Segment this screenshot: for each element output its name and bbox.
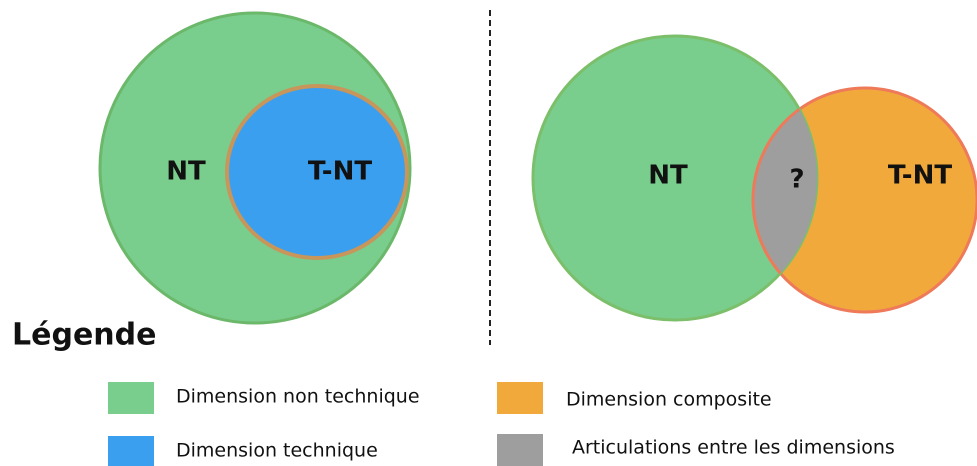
legend-label: Dimension non technique [176, 386, 420, 408]
legend-title: Légende [12, 318, 156, 353]
inner-label: T-NT [308, 157, 372, 187]
legend-label: Dimension technique [176, 440, 378, 462]
legend-label: Dimension composite [566, 389, 772, 411]
legend-swatch [108, 436, 154, 466]
left-label: NT [648, 161, 688, 191]
overlap-label: ? [789, 165, 804, 195]
inner-circle [225, 84, 409, 260]
outer-label: NT [166, 157, 206, 187]
legend-swatch [497, 434, 543, 466]
legend-swatch [497, 382, 543, 414]
legend-swatch [108, 382, 154, 414]
right-label: T-NT [888, 161, 952, 191]
legend-label: Articulations entre les dimensions [572, 437, 895, 459]
